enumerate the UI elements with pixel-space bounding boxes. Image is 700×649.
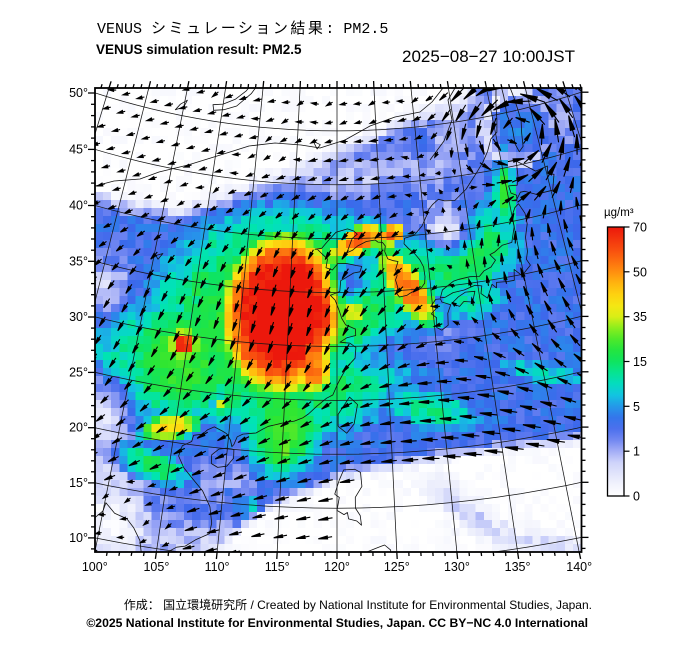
svg-text:30°: 30° (69, 310, 88, 324)
svg-text:µg/m³: µg/m³ (604, 207, 634, 219)
svg-text:140°: 140° (566, 560, 592, 574)
svg-text:50: 50 (633, 265, 647, 279)
svg-text:VENUS シミュレーション結果: PM2.5: VENUS シミュレーション結果: PM2.5 (97, 20, 388, 38)
svg-text:45°: 45° (69, 142, 88, 156)
svg-text:5: 5 (633, 400, 640, 414)
svg-text:40°: 40° (69, 199, 88, 213)
svg-text:70: 70 (633, 221, 647, 235)
svg-text:10°: 10° (69, 531, 88, 545)
svg-text:120°: 120° (324, 560, 350, 574)
svg-text:VENUS simulation result: PM2.5: VENUS simulation result: PM2.5 (96, 42, 302, 57)
svg-text:35°: 35° (69, 254, 88, 268)
svg-text:1: 1 (633, 445, 640, 459)
svg-text:2025−08−27 10:00JST: 2025−08−27 10:00JST (402, 47, 575, 66)
svg-text:25°: 25° (69, 365, 88, 379)
svg-text:0: 0 (633, 490, 640, 504)
svg-text:15: 15 (633, 355, 647, 369)
svg-text:©2025 National Institute for E: ©2025 National Institute for Environment… (86, 616, 588, 630)
svg-text:作成： 国立環境研究所 / Created by Natio: 作成： 国立環境研究所 / Created by National Instit… (124, 597, 592, 612)
svg-text:35: 35 (633, 310, 647, 324)
svg-text:15°: 15° (69, 476, 88, 490)
svg-text:105°: 105° (143, 560, 169, 574)
svg-text:50°: 50° (69, 86, 88, 100)
svg-text:115°: 115° (265, 560, 290, 574)
svg-text:135°: 135° (505, 560, 531, 574)
svg-text:125°: 125° (384, 560, 410, 574)
svg-text:20°: 20° (69, 421, 88, 435)
svg-text:100°: 100° (82, 560, 108, 574)
svg-text:110°: 110° (205, 560, 230, 574)
svg-text:130°: 130° (444, 560, 470, 574)
